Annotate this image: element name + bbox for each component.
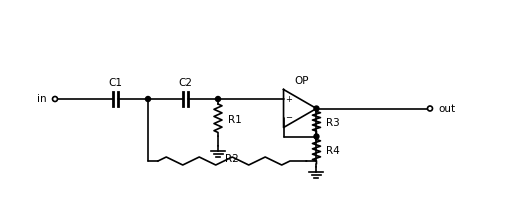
Text: C1: C1 [108,78,122,88]
Text: R4: R4 [326,146,340,156]
Circle shape [314,134,319,139]
Circle shape [146,97,150,101]
Circle shape [314,106,319,111]
Text: out: out [438,103,455,113]
Circle shape [428,106,432,111]
Text: R1: R1 [228,115,242,125]
Text: in: in [37,94,47,104]
Text: R2: R2 [225,154,239,164]
Circle shape [215,97,221,101]
Text: +: + [285,95,292,103]
Text: −: − [285,113,292,123]
Text: C2: C2 [178,78,192,88]
Text: OP: OP [295,75,309,86]
Circle shape [52,97,58,101]
Text: R3: R3 [326,117,340,128]
